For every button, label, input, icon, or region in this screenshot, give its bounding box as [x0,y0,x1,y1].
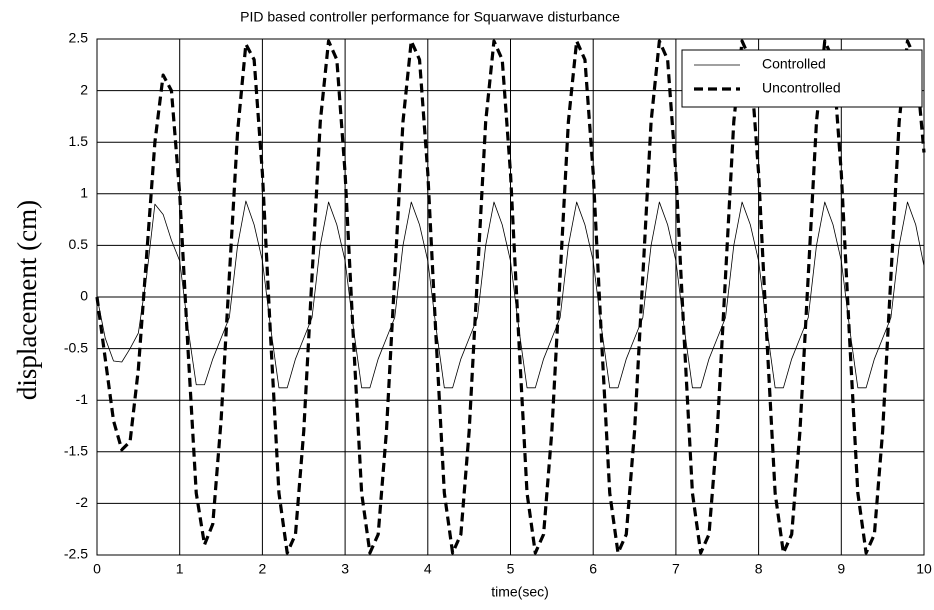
x-tick-label: 1 [176,561,184,577]
x-tick-label: 6 [589,561,597,577]
legend-box [681,49,923,108]
x-tick-label: 2 [259,561,267,577]
legend-label: Uncontrolled [762,80,841,96]
x-tick-label: 4 [424,561,432,577]
x-tick-label: 8 [755,561,763,577]
chart-title: PID based controller performance for Squ… [240,9,620,25]
x-tick-label: 10 [916,561,932,577]
x-tick-label: 3 [341,561,349,577]
y-tick-label: -0.5 [64,339,88,355]
y-tick-label: -2 [76,494,89,510]
x-tick-label: 9 [837,561,845,577]
legend-label: Controlled [762,56,826,72]
x-tick-label: 5 [507,561,515,577]
y-tick-label: 0.5 [69,236,89,252]
y-tick-label: 2.5 [69,30,89,46]
y-tick-label: 2 [80,81,88,97]
y-tick-label: 1 [80,185,88,201]
y-tick-label: 0 [80,288,88,304]
y-tick-label: -1.5 [64,443,88,459]
x-tick-label: 7 [672,561,680,577]
y-tick-label: -2.5 [64,546,88,562]
x-tick-label: 0 [93,561,101,577]
data-line [96,200,925,389]
x-axis-label: time(sec) [491,584,549,600]
y-tick-label: -1 [76,391,89,407]
y-tick-label: 1.5 [69,133,89,149]
y-axis-label: displacement (cm) [12,200,42,400]
data-line [95,39,926,555]
